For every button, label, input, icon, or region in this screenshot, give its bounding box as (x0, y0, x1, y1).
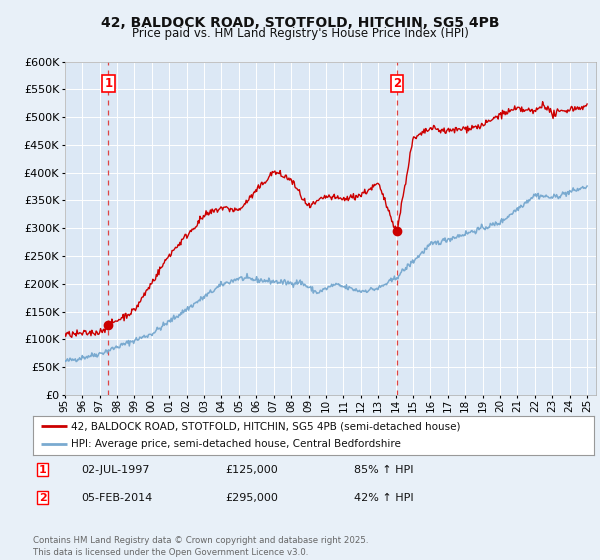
Text: 02-JUL-1997: 02-JUL-1997 (81, 465, 149, 475)
Text: 05-FEB-2014: 05-FEB-2014 (81, 493, 152, 503)
Text: 2: 2 (393, 77, 401, 90)
Text: 1: 1 (104, 77, 112, 90)
Text: 42% ↑ HPI: 42% ↑ HPI (354, 493, 413, 503)
Text: 2: 2 (39, 493, 47, 503)
Text: Price paid vs. HM Land Registry's House Price Index (HPI): Price paid vs. HM Land Registry's House … (131, 27, 469, 40)
Text: 42, BALDOCK ROAD, STOTFOLD, HITCHIN, SG5 4PB (semi-detached house): 42, BALDOCK ROAD, STOTFOLD, HITCHIN, SG5… (71, 421, 461, 431)
Text: 42, BALDOCK ROAD, STOTFOLD, HITCHIN, SG5 4PB: 42, BALDOCK ROAD, STOTFOLD, HITCHIN, SG5… (101, 16, 499, 30)
Text: Contains HM Land Registry data © Crown copyright and database right 2025.
This d: Contains HM Land Registry data © Crown c… (33, 536, 368, 557)
Text: £295,000: £295,000 (225, 493, 278, 503)
Text: £125,000: £125,000 (225, 465, 278, 475)
Text: 85% ↑ HPI: 85% ↑ HPI (354, 465, 413, 475)
Text: 1: 1 (39, 465, 47, 475)
Text: HPI: Average price, semi-detached house, Central Bedfordshire: HPI: Average price, semi-detached house,… (71, 439, 401, 449)
